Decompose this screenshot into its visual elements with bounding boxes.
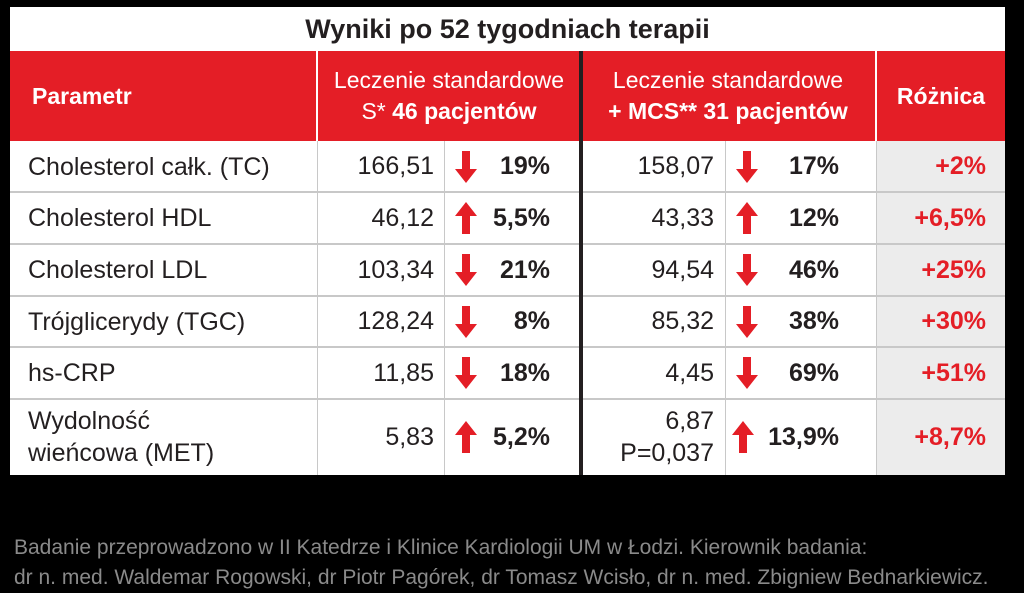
diff-cell-background bbox=[876, 296, 1005, 347]
row-diff: +30% bbox=[921, 307, 986, 335]
arrow-down-icon bbox=[455, 357, 477, 389]
header-group-standard: Leczenie standardowe S* 46 pacjentów bbox=[318, 51, 580, 141]
row-change-standard: 8% bbox=[513, 307, 550, 335]
row-change-standard: 5,2% bbox=[493, 422, 550, 451]
arrow-down-icon bbox=[455, 150, 477, 183]
row-change-mcs: 13,9% bbox=[768, 422, 839, 451]
diff-cell-background bbox=[876, 347, 1005, 399]
row-value-mcs: 43,33 bbox=[651, 203, 714, 232]
header-group-standard-line2: S* 46 pacjentów bbox=[361, 98, 537, 124]
arrow-down-icon bbox=[455, 254, 477, 286]
row-change-standard: 21% bbox=[499, 255, 550, 284]
diff-cell-background bbox=[876, 244, 1005, 296]
arrow-down-icon bbox=[455, 305, 477, 338]
diff-cell-background bbox=[876, 399, 1005, 475]
header-separator-dark bbox=[579, 51, 583, 141]
column-divider bbox=[444, 141, 445, 475]
row-change-standard: 5,5% bbox=[493, 203, 550, 232]
footnote: Badanie przeprowadzono w II Katedrze i K… bbox=[14, 533, 1014, 593]
arrow-down-icon bbox=[736, 150, 758, 183]
row-param: Cholesterol całk. (TC) bbox=[28, 152, 270, 181]
table-row: Cholesterol LDL 103,34 21% 94,54 46% +25% bbox=[10, 244, 1005, 296]
header-separator bbox=[875, 51, 877, 141]
row-divider bbox=[10, 398, 1005, 400]
header-separator bbox=[316, 51, 318, 141]
row-change-mcs: 38% bbox=[788, 307, 839, 335]
header-param: Parametr bbox=[32, 51, 312, 141]
row-divider bbox=[10, 346, 1005, 348]
table-header: Parametr Leczenie standardowe S* 46 pacj… bbox=[10, 51, 1005, 141]
row-param: Trójglicerydy (TGC) bbox=[28, 307, 246, 336]
header-diff-label: Różnica bbox=[896, 82, 986, 109]
column-divider bbox=[725, 141, 726, 475]
row-value-standard: 5,83 bbox=[385, 422, 434, 451]
header-group-mcs: Leczenie standardowe + MCS** 31 pacjentó… bbox=[583, 51, 873, 141]
column-divider bbox=[317, 141, 318, 475]
row-value-mcs: 85,32 bbox=[651, 307, 714, 335]
footnote-line2: dr n. med. Waldemar Rogowski, dr Piotr P… bbox=[14, 566, 989, 589]
row-param: Cholesterol HDL bbox=[28, 204, 212, 232]
row-param: hs-CRP bbox=[28, 359, 116, 387]
row-value-mcs: 158,07 bbox=[637, 152, 714, 180]
results-table-panel: Wyniki po 52 tygodniach terapii Parametr… bbox=[10, 7, 1005, 475]
table-row: Cholesterol całk. (TC) 166,51 19% 158,07 17%… bbox=[10, 141, 1005, 192]
arrow-down-icon bbox=[736, 254, 758, 286]
diff-cell-background bbox=[876, 141, 1005, 192]
table-title: Wyniki po 52 tygodniach terapii bbox=[305, 13, 710, 44]
header-group-mcs-line1: Leczenie standardowe bbox=[612, 67, 844, 93]
arrow-down-icon bbox=[736, 305, 758, 338]
row-diff: +51% bbox=[921, 358, 986, 387]
header-param-label: Parametr bbox=[32, 82, 132, 109]
row-diff: +2% bbox=[935, 152, 986, 180]
row-param: Wydolność wieńcowa (MET) bbox=[28, 407, 215, 467]
row-value-mcs: 6,87 P=0,037 bbox=[620, 407, 714, 467]
row-param: Cholesterol LDL bbox=[28, 256, 208, 284]
table-row: Trójglicerydy (TGC) 128,24 8% 85,32 38% +30% bbox=[10, 296, 1005, 347]
footnote-line1: Badanie przeprowadzono w II Katedrze i K… bbox=[14, 536, 868, 559]
arrow-up-icon bbox=[736, 202, 758, 234]
row-change-mcs: 69% bbox=[788, 358, 839, 387]
row-divider bbox=[10, 191, 1005, 193]
row-value-mcs: 4,45 bbox=[665, 358, 714, 387]
arrow-down-icon bbox=[736, 357, 758, 389]
row-value-standard: 128,24 bbox=[357, 307, 434, 335]
row-diff: +8,7% bbox=[914, 422, 986, 451]
header-diff: Różnica bbox=[877, 51, 1005, 141]
row-value-standard: 166,51 bbox=[357, 152, 434, 180]
row-divider bbox=[10, 295, 1005, 297]
column-divider-dark bbox=[579, 141, 583, 475]
row-change-standard: 19% bbox=[499, 152, 550, 180]
table-row: Wydolność wieńcowa (MET) 5,83 5,2% 6,87 P=0,0… bbox=[10, 399, 1005, 475]
row-change-mcs: 17% bbox=[788, 152, 839, 180]
arrow-up-icon bbox=[732, 421, 754, 453]
arrow-up-icon bbox=[455, 421, 477, 453]
row-value-standard: 103,34 bbox=[357, 255, 434, 284]
row-diff: +6,5% bbox=[914, 203, 986, 232]
header-group-standard-line1: Leczenie standardowe bbox=[333, 67, 565, 93]
arrow-up-icon bbox=[455, 202, 477, 234]
table-row: Cholesterol HDL 46,12 5,5% 43,33 12% +6,5% bbox=[10, 192, 1005, 244]
row-value-standard: 11,85 bbox=[373, 358, 434, 387]
row-divider bbox=[10, 243, 1005, 245]
column-divider bbox=[876, 141, 877, 475]
row-diff: +25% bbox=[921, 255, 986, 284]
row-change-standard: 18% bbox=[499, 358, 550, 387]
row-value-mcs: 94,54 bbox=[651, 255, 714, 284]
diff-cell-background bbox=[876, 192, 1005, 244]
table-row: hs-CRP 11,85 18% 4,45 69% +51% bbox=[10, 347, 1005, 399]
row-change-mcs: 46% bbox=[788, 255, 839, 284]
row-value-standard: 46,12 bbox=[371, 203, 434, 232]
header-group-mcs-line2: + MCS** 31 pacjentów bbox=[608, 98, 848, 124]
row-change-mcs: 12% bbox=[788, 203, 839, 232]
